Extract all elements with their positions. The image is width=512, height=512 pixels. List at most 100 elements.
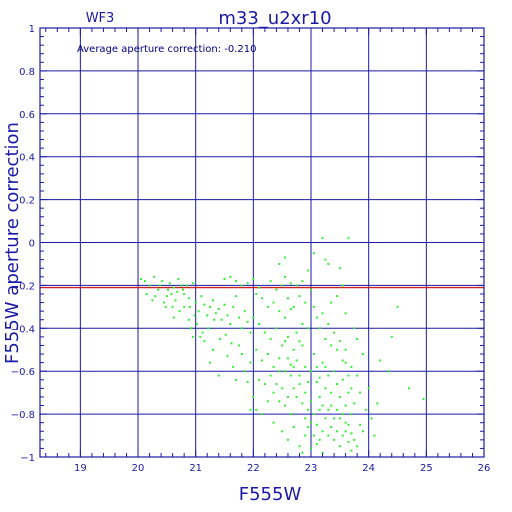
data-point bbox=[261, 413, 263, 416]
data-point bbox=[347, 391, 350, 394]
data-point bbox=[304, 417, 307, 420]
data-point bbox=[327, 323, 330, 326]
data-point bbox=[324, 387, 327, 390]
data-point bbox=[217, 307, 220, 310]
data-point bbox=[172, 316, 175, 319]
data-point bbox=[194, 301, 197, 304]
data-point bbox=[165, 295, 168, 298]
data-point bbox=[246, 282, 249, 285]
data-point bbox=[396, 305, 399, 308]
data-point bbox=[295, 284, 298, 287]
data-point bbox=[338, 445, 341, 448]
data-point bbox=[266, 400, 269, 403]
data-point bbox=[278, 262, 281, 265]
data-point bbox=[347, 374, 350, 377]
data-point bbox=[321, 430, 324, 433]
data-point bbox=[330, 301, 333, 304]
data-point bbox=[201, 331, 204, 334]
data-point bbox=[272, 421, 275, 424]
data-point bbox=[213, 318, 216, 321]
data-point bbox=[307, 380, 310, 383]
data-point bbox=[321, 404, 324, 407]
data-point bbox=[327, 408, 330, 411]
data-point bbox=[350, 365, 353, 368]
data-point bbox=[335, 430, 338, 433]
data-point bbox=[183, 305, 186, 308]
data-point bbox=[301, 280, 304, 283]
data-point bbox=[237, 344, 240, 347]
data-point bbox=[223, 303, 226, 306]
data-point bbox=[226, 355, 229, 358]
data-point bbox=[246, 320, 249, 323]
data-point bbox=[344, 404, 347, 407]
data-point bbox=[335, 295, 338, 298]
data-point bbox=[263, 383, 266, 386]
data-point bbox=[327, 374, 330, 377]
data-point bbox=[178, 310, 181, 313]
data-point bbox=[344, 430, 347, 433]
data-point bbox=[232, 365, 235, 368]
data-point bbox=[367, 387, 370, 390]
data-point bbox=[187, 297, 190, 300]
data-point bbox=[315, 443, 318, 446]
y-tick-label: 0.4 bbox=[19, 153, 35, 164]
data-point bbox=[278, 310, 281, 313]
data-point bbox=[330, 404, 333, 407]
data-point bbox=[315, 423, 318, 426]
data-point bbox=[249, 408, 252, 411]
y-axis-tick-labels: 1 0.8 0.6 0.4 0.2 0 −0.2 −0.4 −0.6 −0.8 −1 bbox=[11, 24, 35, 464]
data-point bbox=[284, 316, 287, 319]
data-point bbox=[359, 391, 362, 394]
x-axis-label: F555W bbox=[239, 484, 302, 505]
data-point bbox=[145, 292, 148, 295]
data-point bbox=[298, 383, 301, 386]
data-point bbox=[211, 299, 214, 302]
data-point bbox=[154, 295, 157, 298]
y-tick-label: −0.2 bbox=[11, 281, 35, 292]
data-point bbox=[321, 451, 324, 454]
x-tick-label: 19 bbox=[74, 463, 87, 474]
data-point bbox=[344, 361, 347, 364]
data-point bbox=[226, 314, 229, 317]
data-point bbox=[249, 361, 252, 364]
data-point bbox=[261, 297, 263, 300]
data-point bbox=[422, 398, 425, 401]
data-point bbox=[272, 301, 275, 304]
data-point bbox=[258, 323, 261, 326]
data-point bbox=[203, 340, 206, 343]
data-point bbox=[315, 365, 318, 368]
data-point bbox=[207, 327, 210, 330]
average-annotation: Average aperture correction: -0.210 bbox=[77, 44, 257, 55]
data-point bbox=[255, 408, 258, 411]
data-point bbox=[298, 340, 301, 343]
data-point bbox=[359, 423, 362, 426]
data-point bbox=[252, 277, 255, 280]
data-point bbox=[321, 312, 324, 315]
y-axis-label: F555W aperture correction bbox=[2, 122, 23, 364]
data-point bbox=[330, 425, 333, 428]
data-point bbox=[214, 312, 217, 315]
data-point bbox=[292, 365, 295, 368]
data-point bbox=[321, 237, 324, 240]
data-point bbox=[289, 413, 292, 416]
data-point bbox=[341, 413, 344, 416]
data-point bbox=[356, 338, 359, 341]
chart-title: m33_u2xr10 bbox=[218, 8, 331, 29]
data-point bbox=[353, 402, 356, 405]
data-point bbox=[158, 284, 161, 287]
data-point bbox=[361, 430, 364, 433]
data-point bbox=[347, 423, 350, 426]
data-point bbox=[284, 275, 287, 278]
data-point bbox=[203, 303, 206, 306]
data-point bbox=[235, 280, 238, 283]
data-point bbox=[289, 374, 292, 377]
y-tick-label: −0.8 bbox=[11, 410, 35, 421]
data-point bbox=[307, 425, 310, 428]
data-point bbox=[161, 280, 164, 283]
data-point bbox=[252, 395, 255, 398]
data-point bbox=[364, 408, 367, 411]
data-point bbox=[237, 316, 240, 319]
data-point bbox=[312, 434, 315, 437]
data-point bbox=[255, 292, 258, 295]
data-point bbox=[330, 391, 333, 394]
